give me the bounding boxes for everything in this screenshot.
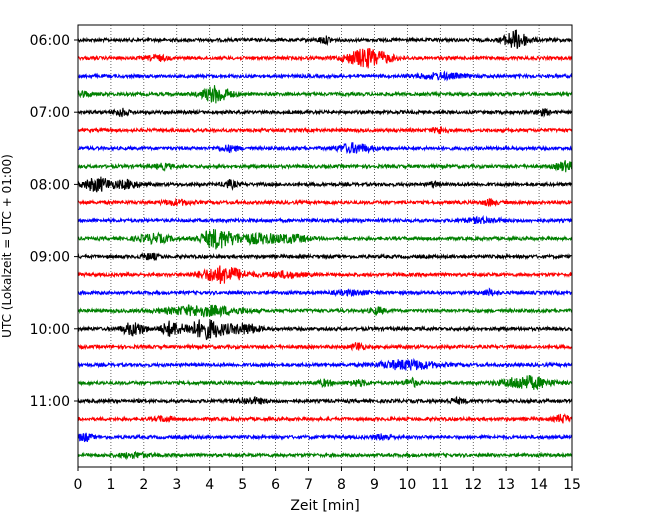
trace-0715 [77,126,573,135]
trace-0645 [77,85,573,104]
y-tick-label: 08:00 [30,177,70,193]
y-axis-ticks: 06:00 07:00 08:00 09:00 10:00 11:00 [30,33,78,410]
trace-0600 [77,29,573,49]
trace-1045 [77,375,573,391]
trace-1100 [77,395,573,406]
y-tick-label: 11:00 [30,394,70,410]
trace-0815 [77,197,573,208]
trace-0845 [77,228,573,250]
trace-1000 [77,319,573,341]
x-tick-label: 7 [304,477,313,493]
x-tick-label: 13 [497,477,515,493]
x-tick-label: 15 [563,477,581,493]
trace-0915 [77,265,573,285]
x-axis-label: Zeit [min] [290,498,359,514]
y-tick-label: 06:00 [30,33,70,49]
trace-0700 [77,107,573,118]
trace-0930 [77,287,573,298]
trace-group [77,29,573,461]
y-tick-label: 10:00 [30,322,70,338]
trace-0745 [77,160,573,173]
trace-1145 [77,450,573,461]
trace-0730 [77,142,573,155]
x-tick-label: 11 [431,477,449,493]
x-tick-label: 5 [238,477,247,493]
trace-0615 [77,48,573,69]
x-tick-label: 0 [74,477,83,493]
x-axis-ticks: 0 1 2 3 4 5 6 7 8 9 10 11 12 13 14 15 [74,467,581,493]
x-tick-label: 12 [464,477,482,493]
trace-1115 [77,413,573,424]
plot-frame [77,24,573,468]
trace-0945 [77,304,573,318]
x-tick-label: 6 [271,477,280,493]
x-tick-label: 3 [172,477,181,493]
trace-1015 [77,341,573,352]
x-tick-label: 2 [139,477,148,493]
y-tick-label: 07:00 [30,105,70,121]
x-tick-label: 10 [398,477,416,493]
x-tick-label: 9 [370,477,379,493]
trace-0900 [77,251,573,261]
x-tick-label: 1 [106,477,115,493]
x-tick-label: 8 [337,477,346,493]
trace-0830 [77,214,573,225]
x-tick-label: 4 [205,477,214,493]
y-axis-label: UTC (Lokalzeit = UTC + 01:00) [0,154,14,338]
y-tick-label: 09:00 [30,250,70,266]
trace-1030 [77,357,573,371]
trace-1130 [77,432,573,443]
trace-0630 [77,70,573,82]
x-tick-label: 14 [530,477,548,493]
trace-0800 [77,176,573,193]
